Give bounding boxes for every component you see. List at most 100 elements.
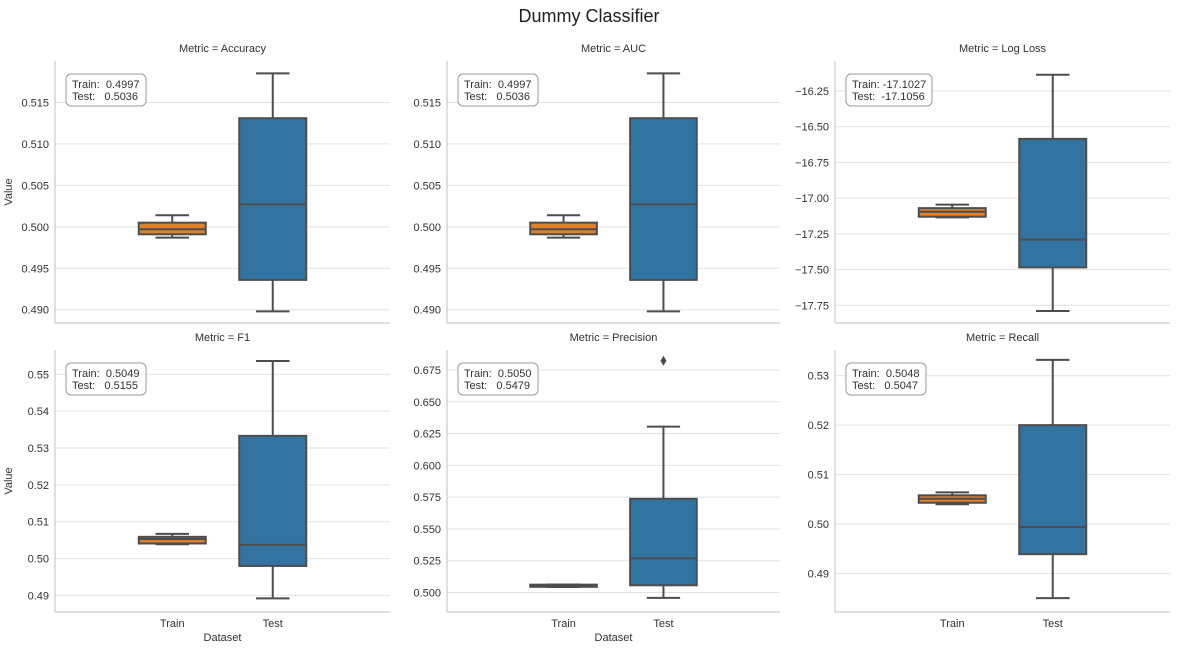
stats-annotation-box bbox=[457, 362, 539, 396]
y-tick-label: 0.515 bbox=[413, 97, 441, 109]
y-tick-label: 0.510 bbox=[413, 139, 441, 151]
stats-annotation-line: Train: -17.1027 bbox=[852, 79, 926, 91]
box-test bbox=[1018, 73, 1088, 312]
panel-precision: 0.500 0.525 0.550 0.575 0.600 0.625 0.650 0.675… bbox=[413, 332, 780, 644]
x-tick-label: Train bbox=[160, 618, 185, 630]
x-tick-label: Test bbox=[653, 618, 673, 630]
panel-accuracy: 0.490 0.495 0.500 0.505 0.510 0.515 Metric = A… bbox=[3, 43, 390, 324]
stats-annotation-line: Train: 0.5050 bbox=[464, 368, 531, 380]
y-tick-label: 0.495 bbox=[21, 263, 49, 275]
y-tick-label: 0.50 bbox=[808, 519, 829, 531]
box-iqr bbox=[1018, 424, 1088, 556]
box-iqr bbox=[1018, 137, 1088, 269]
outlier-marker bbox=[660, 355, 667, 366]
stats-annotation-line: Test: 0.5155 bbox=[72, 380, 138, 392]
panel-log-loss: −17.75 −17.50 −17.25 −17.00 −16.75 −16.50 −16.… bbox=[795, 43, 1170, 324]
y-tick-label: 0.55 bbox=[28, 369, 49, 381]
panel-title: Metric = AUC bbox=[581, 43, 646, 55]
stats-annotation-box bbox=[457, 73, 539, 107]
stats-annotation-line: Test: 0.5036 bbox=[72, 91, 138, 103]
box-test bbox=[238, 360, 308, 600]
stats-annotation-line: Test: 0.5047 bbox=[852, 380, 918, 392]
panel-recall: 0.49 0.50 0.51 0.52 0.53 Metric = Recall Train… bbox=[808, 332, 1170, 630]
box-train bbox=[137, 214, 207, 239]
y-tick-label: 0.52 bbox=[808, 420, 829, 432]
y-tick-label: −17.75 bbox=[795, 300, 829, 312]
y-tick-label: 0.53 bbox=[808, 371, 829, 383]
box-train bbox=[137, 532, 207, 546]
x-tick-label: Train bbox=[940, 618, 965, 630]
box-test bbox=[238, 72, 308, 313]
y-tick-label: −17.00 bbox=[795, 193, 829, 205]
y-tick-label: 0.600 bbox=[413, 460, 441, 472]
box-test bbox=[1018, 358, 1088, 600]
stats-annotation-box bbox=[65, 362, 147, 396]
y-tick-label: −17.25 bbox=[795, 229, 829, 241]
panel-title: Metric = Precision bbox=[570, 332, 658, 344]
x-tick-label: Test bbox=[263, 618, 283, 630]
y-tick-label: −16.25 bbox=[795, 86, 829, 98]
box-test bbox=[629, 72, 698, 313]
stats-annotation-line: Test: 0.5036 bbox=[464, 91, 530, 103]
y-tick-label: 0.505 bbox=[21, 180, 49, 192]
y-tick-label: 0.575 bbox=[413, 492, 441, 504]
stats-annotation-line: Test: -17.1056 bbox=[852, 91, 925, 103]
stats-annotation-line: Test: 0.5479 bbox=[464, 380, 530, 392]
box-iqr bbox=[137, 535, 207, 545]
y-tick-label: 0.54 bbox=[28, 406, 49, 418]
stats-annotation-line: Train: 0.4997 bbox=[464, 79, 531, 91]
y-tick-label: 0.500 bbox=[413, 222, 441, 234]
y-tick-label: −16.75 bbox=[795, 157, 829, 169]
y-tick-label: 0.51 bbox=[28, 517, 49, 529]
box-iqr bbox=[238, 434, 308, 567]
box-iqr bbox=[629, 497, 698, 587]
figure-title: Dummy Classifier bbox=[518, 6, 659, 26]
y-tick-label: −16.50 bbox=[795, 122, 829, 134]
y-tick-label: 0.675 bbox=[413, 365, 441, 377]
box-iqr bbox=[629, 117, 698, 281]
y-tick-label: 0.510 bbox=[21, 139, 49, 151]
y-tick-label: 0.53 bbox=[28, 443, 49, 455]
y-tick-label: 0.500 bbox=[413, 588, 441, 600]
stats-annotation-line: Train: 0.5049 bbox=[72, 368, 139, 380]
box-iqr bbox=[238, 117, 308, 281]
y-tick-label: 0.500 bbox=[21, 222, 49, 234]
y-tick-label: 0.50 bbox=[28, 554, 49, 566]
x-tick-label: Test bbox=[1043, 618, 1063, 630]
box-train bbox=[529, 583, 598, 588]
stats-annotation-box bbox=[65, 73, 147, 107]
y-tick-label: 0.625 bbox=[413, 429, 441, 441]
y-tick-label: 0.49 bbox=[808, 568, 829, 580]
box-train bbox=[917, 203, 987, 219]
y-tick-label: 0.505 bbox=[413, 180, 441, 192]
y-tick-label: 0.52 bbox=[28, 480, 49, 492]
stats-annotation-line: Train: 0.5048 bbox=[852, 368, 919, 380]
y-axis-label: Value bbox=[3, 467, 15, 494]
x-tick-label: Train bbox=[551, 618, 576, 630]
stats-annotation-box bbox=[845, 73, 933, 107]
y-tick-label: −17.50 bbox=[795, 265, 829, 277]
box-train bbox=[917, 491, 987, 506]
y-tick-label: 0.550 bbox=[413, 524, 441, 536]
y-tick-label: 0.490 bbox=[21, 305, 49, 317]
x-axis-label: Dataset bbox=[204, 632, 242, 644]
box-test bbox=[629, 355, 698, 599]
panel-title: Metric = Accuracy bbox=[179, 43, 267, 55]
box-train bbox=[529, 214, 598, 239]
y-tick-label: 0.51 bbox=[808, 470, 829, 482]
panel-f1: 0.49 0.50 0.51 0.52 0.53 0.54 0.55 Metric = F1 T… bbox=[3, 332, 390, 644]
y-tick-label: 0.490 bbox=[413, 305, 441, 317]
y-tick-label: 0.650 bbox=[413, 397, 441, 409]
panel-auc: 0.490 0.495 0.500 0.505 0.510 0.515 Metric = A… bbox=[413, 43, 780, 324]
y-tick-label: 0.525 bbox=[413, 556, 441, 568]
panel-title: Metric = Recall bbox=[966, 332, 1039, 344]
panel-title: Metric = F1 bbox=[195, 332, 250, 344]
stats-annotation-line: Train: 0.4997 bbox=[72, 79, 139, 91]
y-tick-label: 0.515 bbox=[21, 97, 49, 109]
panel-title: Metric = Log Loss bbox=[959, 43, 1047, 55]
x-axis-label: Dataset bbox=[595, 632, 633, 644]
y-tick-label: 0.49 bbox=[28, 590, 49, 602]
y-tick-label: 0.495 bbox=[413, 263, 441, 275]
y-axis-label: Value bbox=[3, 178, 15, 205]
